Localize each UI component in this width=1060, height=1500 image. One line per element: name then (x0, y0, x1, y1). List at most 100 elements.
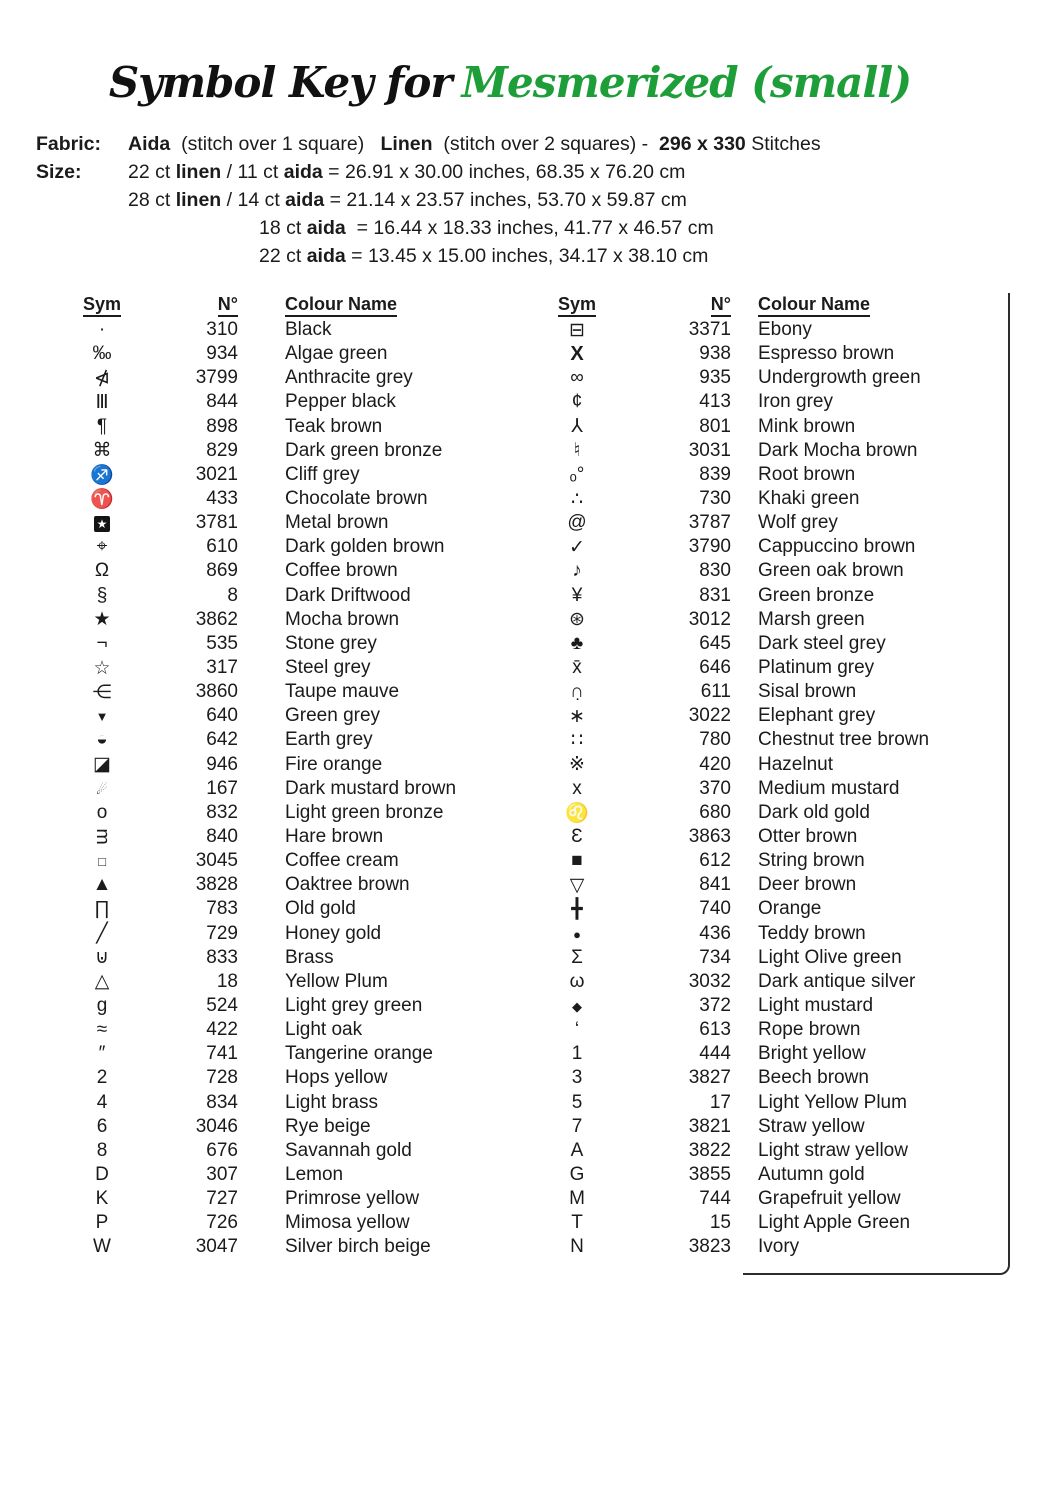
colour-name-cell: Steel grey (285, 657, 371, 679)
symbol-cell: ∷ (541, 729, 613, 752)
colour-name-cell: Ivory (758, 1236, 800, 1258)
stitch-symbol-icon: ╱ (96, 923, 108, 945)
text-run: Stitches (745, 133, 821, 155)
stitch-symbol-icon: @ (567, 512, 587, 534)
symbol-row: ☆ 317 Steel grey (66, 656, 536, 680)
colour-name-cell: Root brown (758, 463, 856, 485)
colour-name-cell: Stone grey (285, 632, 377, 654)
stitch-symbol-icon: X (570, 342, 584, 365)
colour-name-cell: Wolf grey (758, 512, 838, 534)
symbol-cell: ¶ (66, 416, 138, 438)
symbol-table-right: Sym N° Colour Name ⊟ 3371 Ebony X 938 Espress… (541, 290, 1011, 1259)
colour-name-cell: Dark green bronze (285, 439, 443, 461)
colour-name-cell: Coffee brown (285, 560, 398, 582)
symbol-row: ⊛ 3012 Marsh green (541, 608, 1011, 632)
colour-name-cell: Mink brown (758, 415, 856, 437)
symbol-row: ╋ 740 Orange (541, 897, 1011, 921)
symbol-row: ᴟ 840 Hare brown (66, 825, 536, 849)
symbol-row: ∷ 780 Chestnut tree brown (541, 728, 1011, 752)
column-header-colour-name: Colour Name (238, 293, 398, 317)
stitch-symbol-icon: ∴ (570, 488, 584, 510)
symbol-row: 5 17 Light Yellow Plum (541, 1091, 1011, 1115)
colour-name-cell: Dark antique silver (758, 970, 916, 992)
symbol-cell: 5 (541, 1092, 613, 1114)
thread-number-cell: 15 (709, 1212, 731, 1234)
symbol-row: ♐ 3021 Cliff grey (66, 463, 536, 487)
colour-name-cell: Oaktree brown (285, 874, 410, 896)
title-prefix: Symbol Key for (108, 58, 453, 107)
colour-name-cell: Autumn gold (758, 1163, 865, 1185)
stitch-symbol-icon: ¢ (571, 391, 583, 413)
symbol-cell: 2 (66, 1067, 138, 1089)
symbol-cell: ✓ (541, 536, 613, 559)
colour-name-cell: Light Yellow Plum (758, 1091, 907, 1113)
stitch-symbol-icon: Σ (571, 946, 583, 968)
symbol-row: X 938 Espresso brown (541, 342, 1011, 366)
symbol-row: 6 3046 Rye beige (66, 1115, 536, 1139)
thread-number-cell: 831 (699, 584, 731, 606)
symbol-cell: ⋪ (66, 367, 138, 390)
colour-name-cell: Cappuccino brown (758, 536, 916, 558)
stitch-symbol-icon: ∗ (569, 705, 585, 727)
thread-number-cell: 898 (206, 415, 238, 437)
thread-number-cell: 729 (206, 922, 238, 944)
stitch-symbol-icon: ♈ (90, 489, 114, 511)
thread-number-cell: 3021 (195, 463, 238, 485)
column-header-sym: Sym (66, 293, 138, 317)
colour-name-cell: Rye beige (285, 1115, 371, 1137)
stitch-symbol-icon: ∞ (570, 367, 584, 389)
stitch-symbol-icon: x (572, 777, 582, 799)
symbol-row: △ 18 Yellow Plum (66, 970, 536, 994)
fabric-label: Fabric: (36, 133, 102, 155)
symbol-row: ″ 741 Tangerine orange (66, 1042, 536, 1066)
stitch-symbol-icon: ∩̣ (570, 681, 584, 703)
title-name: Mesmerized (small) (461, 58, 913, 107)
symbol-cell: 1 (541, 1043, 613, 1065)
thread-number-cell: 946 (206, 753, 238, 775)
stitch-symbol-icon: § (96, 584, 108, 606)
symbol-cell: G (541, 1164, 613, 1186)
symbol-cell: ◪ (66, 753, 138, 776)
colour-name-cell: Brass (285, 946, 334, 968)
colour-name-cell: Pepper black (285, 391, 396, 413)
symbol-cell: ‰ (66, 343, 138, 365)
size-line: 22 ct aida = 13.45 x 15.00 inches, 34.17… (128, 242, 714, 270)
size-line: 18 ct aida = 16.44 x 18.33 inches, 41.77… (128, 214, 714, 242)
colour-name-cell: Algae green (285, 343, 388, 365)
symbol-cell: W (66, 1236, 138, 1258)
symbol-row: ∗ 3022 Elephant grey (541, 704, 1011, 728)
thread-number-cell: 370 (699, 777, 731, 799)
symbol-row: ¥831 Green bronze (541, 584, 1011, 608)
stitch-symbol-icon: Ω (94, 560, 110, 582)
symbol-row: ★ 3862 Mocha brown (66, 608, 536, 632)
thread-number-cell: 613 (699, 1019, 731, 1041)
size-line: 28 ct linen / 14 ct aida = 21.14 x 23.57… (128, 186, 714, 214)
symbol-cell: ∗ (541, 705, 613, 728)
symbol-cell: ᴟ (66, 826, 138, 848)
symbol-cell: 4 (66, 1092, 138, 1114)
stitch-symbol-icon: 7 (571, 1115, 583, 1137)
stitch-symbol-icon: 2 (96, 1067, 108, 1089)
symbol-cell: ╱ (66, 922, 138, 945)
symbol-cell: □ (66, 850, 138, 872)
stitch-symbol-icon: ⊟ (569, 319, 585, 341)
symbol-row: 4 834 Light brass (66, 1091, 536, 1115)
text-run: = 21.14 x 23.57 inches, 53.70 x 59.87 cm (324, 189, 687, 211)
thread-number-cell: 3828 (195, 874, 238, 896)
stitch-symbol-icon: ⅄ (571, 416, 583, 438)
symbol-row: 2 728 Hops yellow (66, 1066, 536, 1090)
symbol-row: D 307 Lemon (66, 1163, 536, 1187)
symbol-cell: N (541, 1236, 613, 1258)
symbol-cell: K (66, 1188, 138, 1210)
colour-name-cell: Bright yellow (758, 1043, 866, 1065)
colour-name-cell: Old gold (285, 898, 356, 920)
text-run: / 11 ct (221, 161, 284, 183)
colour-name-cell: Black (285, 319, 332, 341)
thread-number-cell: 801 (699, 415, 731, 437)
symbol-row: W 3047 Silver birch beige (66, 1235, 536, 1259)
thread-number-cell: 17 (709, 1091, 731, 1113)
colour-name-cell: Mocha brown (285, 608, 400, 630)
colour-name-cell: Beech brown (758, 1067, 869, 1089)
symbol-row: ⊍ 833 Brass (66, 946, 536, 970)
symbol-cell: 6 (66, 1116, 138, 1138)
